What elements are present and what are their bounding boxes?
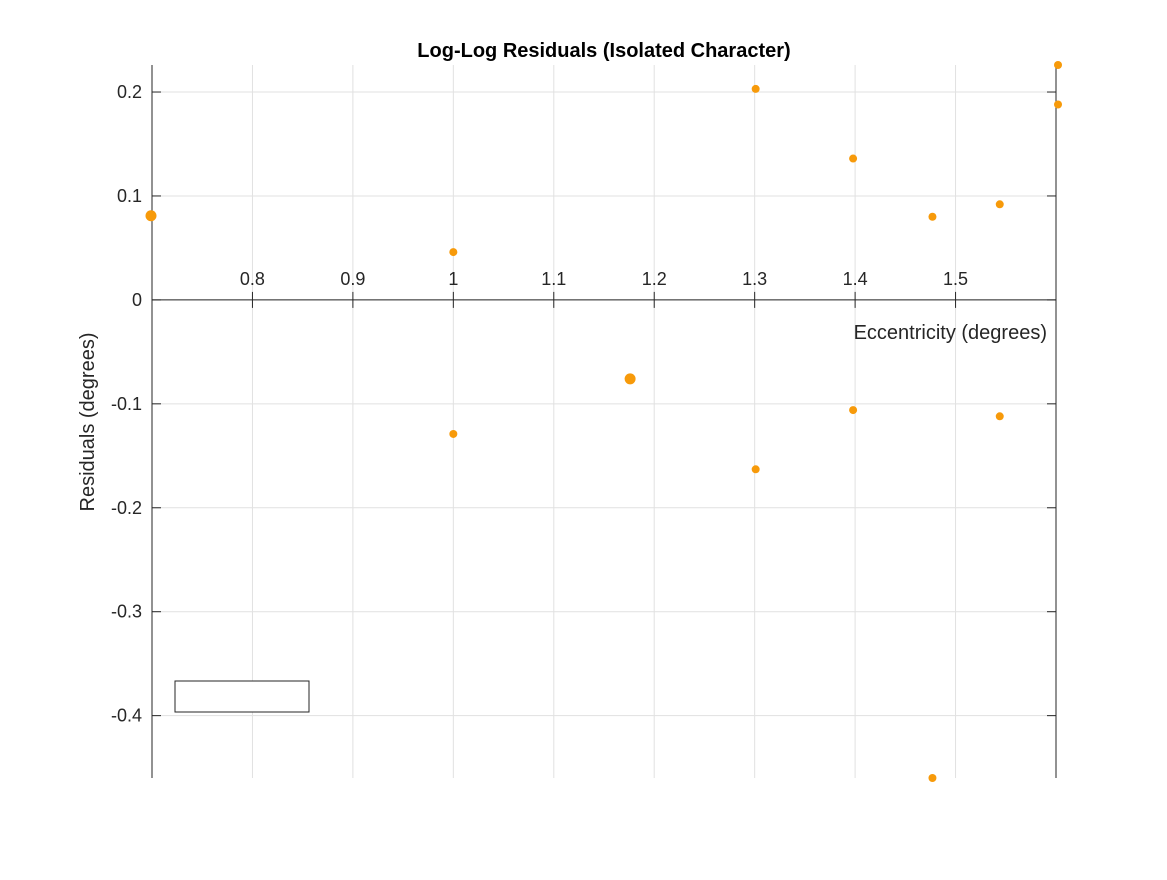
data-point: [849, 406, 858, 415]
x-tick-label: 1.1: [541, 269, 566, 289]
grid-layer: [152, 65, 1056, 778]
x-tick-label: 0.9: [340, 269, 365, 289]
axes-layer: [151, 65, 1057, 778]
x-tick-label: 1.4: [843, 269, 868, 289]
y-tick-label: 0.1: [117, 186, 142, 206]
x-tick-label: 1.2: [642, 269, 667, 289]
data-point: [928, 212, 937, 221]
data-point: [995, 200, 1004, 209]
legend-box: [174, 680, 310, 713]
x-tick-label: 1.3: [742, 269, 767, 289]
data-point: [145, 210, 157, 222]
data-point: [995, 412, 1004, 421]
x-tick-label: 1: [448, 269, 458, 289]
x-tick-label: 0.8: [240, 269, 265, 289]
x-axis-title: Eccentricity (degrees): [854, 322, 1047, 344]
data-point: [849, 154, 858, 163]
ticks-layer: 0.8 0.9 1 1.1 1.2 1.3 1.4 1.5 0.2 0.1 0 -0.1 -0.2 -0.…: [111, 82, 1057, 726]
data-point: [928, 774, 937, 782]
data-point: [449, 248, 458, 257]
y-tick-label: -0.2: [111, 498, 142, 518]
data-point: [624, 373, 636, 385]
y-tick-label: -0.1: [111, 394, 142, 414]
points-layer: [145, 61, 1063, 782]
data-point: [449, 429, 458, 438]
data-point: [1054, 100, 1063, 109]
y-tick-label: 0: [132, 290, 142, 310]
x-tick-label: 1.5: [943, 269, 968, 289]
y-tick-label: 0.2: [117, 82, 142, 102]
data-point: [1054, 61, 1063, 69]
chart-title: Log-Log Residuals (Isolated Character): [417, 40, 790, 62]
data-point: [751, 465, 760, 474]
data-point: [751, 84, 760, 93]
y-tick-label: -0.4: [111, 706, 142, 726]
y-axis-title: Residuals (degrees): [77, 333, 99, 512]
y-tick-label: -0.3: [111, 602, 142, 622]
